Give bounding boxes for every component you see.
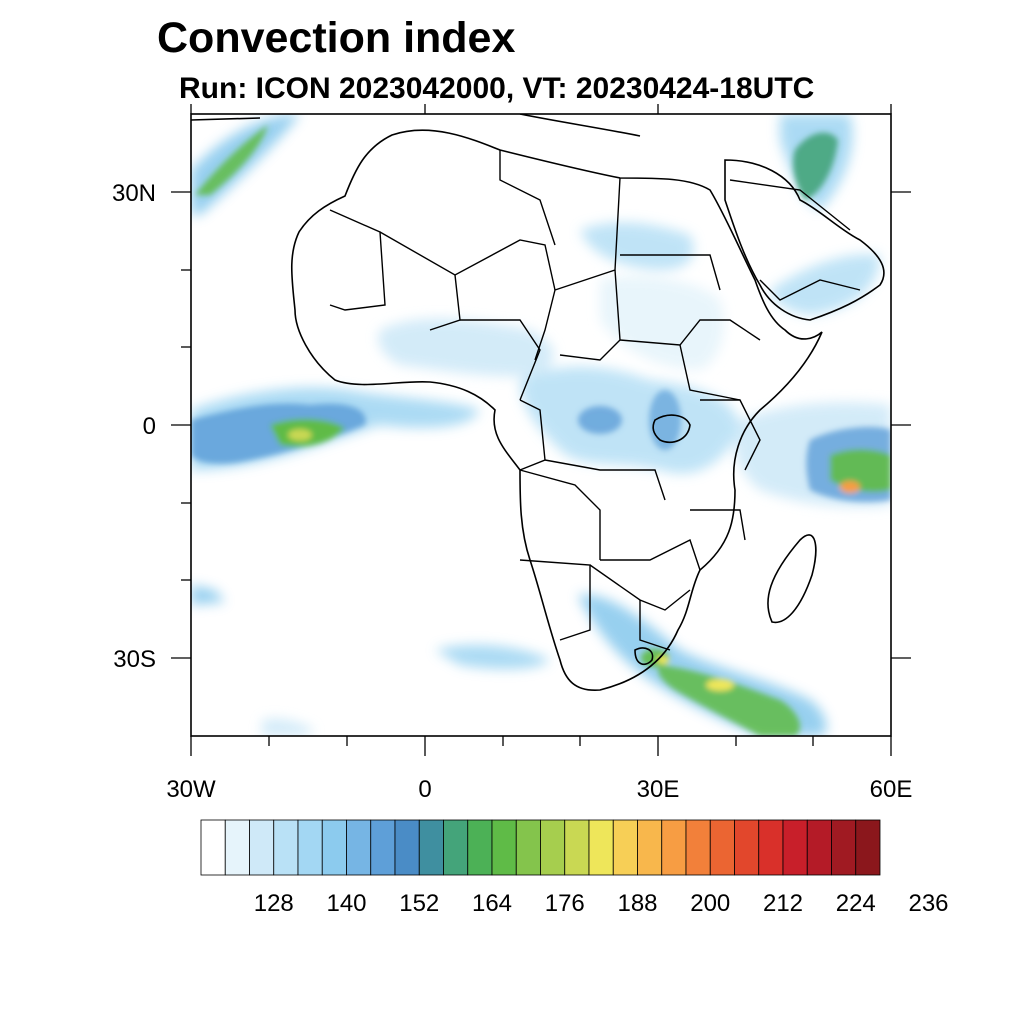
colorbar-swatch — [346, 819, 372, 876]
colorbar-label: 200 — [690, 890, 730, 917]
convection-core-indian-ocean-green — [830, 449, 891, 492]
colorbar-swatch — [831, 819, 857, 876]
y-tick-label-30s: 30S — [113, 646, 156, 673]
x-tick-label-30e: 30E — [637, 776, 680, 803]
convection-area-southwest — [262, 718, 315, 736]
border-segment — [759, 279, 861, 301]
colorbar-label: 188 — [617, 890, 657, 917]
africa-coastline — [291, 129, 823, 691]
colorbar-swatch — [806, 819, 832, 876]
convection-area-west-edge — [191, 585, 225, 605]
convection-core-southern-africa — [658, 665, 800, 736]
colorbar-label: 164 — [472, 890, 512, 917]
colorbar-label: 176 — [545, 890, 585, 917]
convection-field — [191, 114, 891, 736]
x-tick-label-60e: 60E — [870, 776, 913, 803]
x-tick-label-30w: 30W — [166, 776, 216, 803]
colorbar-swatch — [661, 819, 687, 876]
border-segment — [544, 459, 666, 501]
colorbar-swatch — [297, 819, 323, 876]
border-segment — [534, 177, 621, 361]
convection-area-yemen — [770, 254, 880, 315]
border-segment — [619, 319, 761, 346]
colorbar-swatch — [540, 819, 566, 876]
colorbar-swatch — [200, 819, 226, 876]
convection-core-southern-africa-yellow — [706, 679, 734, 691]
colorbar-swatch — [224, 819, 250, 876]
convection-core-central-africa — [578, 406, 622, 434]
convection-area-north-atlantic — [191, 114, 300, 215]
border-segment — [519, 559, 591, 641]
colorbar-swatch — [515, 819, 541, 876]
colorbar-swatch — [370, 819, 396, 876]
border-segment — [460, 319, 541, 401]
convection-core-transvaal-yellow — [657, 656, 669, 664]
colorbar-swatch — [249, 819, 275, 876]
colorbar-swatch — [612, 819, 638, 876]
colorbar-swatch — [394, 819, 420, 876]
colorbar-swatch — [443, 819, 469, 876]
colorbar-label: 236 — [908, 890, 948, 917]
convection-core-red-sea — [793, 132, 838, 200]
colorbar-swatch — [709, 819, 735, 876]
lesotho — [634, 647, 654, 666]
convection-area-horn — [600, 276, 724, 370]
lake-victoria — [652, 414, 691, 444]
border-segment — [639, 600, 671, 651]
map-title: Convection index — [157, 14, 516, 62]
colorbar-swatch — [588, 819, 614, 876]
border-segment — [519, 469, 601, 560]
madagascar-coastline — [767, 534, 817, 624]
colorbar-swatch — [685, 819, 711, 876]
convection-area-central-africa — [520, 366, 740, 474]
border-segment — [729, 179, 851, 231]
convection-core-north-atlantic — [195, 125, 268, 195]
colorbar: 128 140 152 164 176 188 200 212 224 236 — [200, 819, 949, 917]
country-borders — [329, 150, 861, 651]
colorbar-swatch — [855, 819, 881, 876]
convection-core-atlantic-yellow — [288, 429, 312, 441]
convection-core-lake-victoria — [649, 390, 681, 450]
convection-core-indian-ocean-orange — [840, 481, 860, 493]
convection-area-west-africa — [378, 318, 554, 377]
land-boundaries — [191, 114, 885, 691]
colorbar-swatch — [418, 819, 444, 876]
border-segment — [329, 209, 386, 311]
colorbar-label: 224 — [836, 890, 876, 917]
border-segment — [690, 509, 746, 541]
colorbar-swatch — [467, 819, 493, 876]
colorbar-swatch — [637, 819, 663, 876]
colorbar-swatch — [321, 819, 347, 876]
border-segment — [379, 231, 556, 291]
convection-area-sahara — [580, 222, 694, 270]
tick-marks — [171, 104, 911, 756]
iberia-north-coast — [191, 114, 641, 137]
colorbar-swatch — [782, 819, 808, 876]
colorbar-label: 128 — [254, 890, 294, 917]
map-subtitle: Run: ICON 2023042000, VT: 20230424-18UTC — [179, 72, 815, 105]
colorbar-label: 152 — [399, 890, 439, 917]
border-segment — [519, 399, 546, 471]
x-tick-label-0: 0 — [418, 776, 431, 803]
axis-labels: 30W 0 30E 60E 30N 0 30S — [112, 180, 912, 803]
border-segment — [589, 564, 691, 611]
colorbar-label: 140 — [326, 890, 366, 917]
border-segment — [620, 254, 721, 291]
colorbar-label: 212 — [763, 890, 803, 917]
border-segment — [600, 539, 701, 571]
convection-area-south-atlantic — [435, 644, 550, 670]
border-segment — [700, 399, 761, 471]
colorbar-swatch — [564, 819, 590, 876]
colorbar-swatch — [758, 819, 784, 876]
colorbar-swatch — [491, 819, 517, 876]
border-segment — [679, 344, 741, 401]
colorbar-swatch — [273, 819, 299, 876]
y-tick-label-30n: 30N — [112, 180, 156, 207]
border-segment — [559, 269, 621, 361]
colorbar-swatch — [734, 819, 760, 876]
arabia-coastline — [724, 159, 885, 321]
y-tick-label-0: 0 — [143, 413, 156, 440]
border-segment — [499, 150, 556, 246]
